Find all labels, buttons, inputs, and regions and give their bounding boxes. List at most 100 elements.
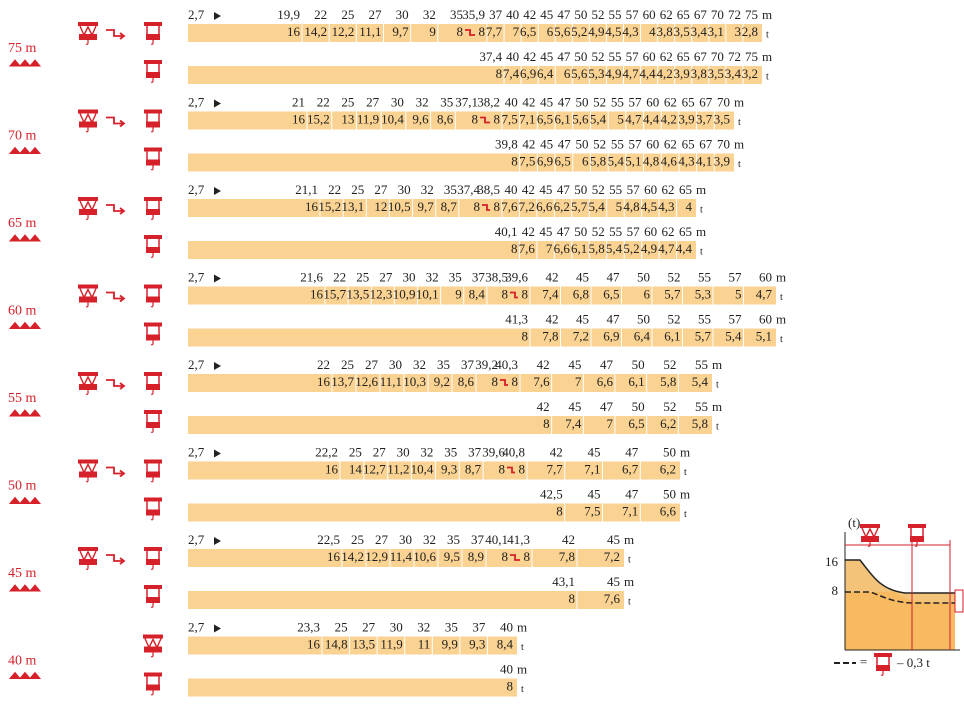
radius: 60 <box>643 49 656 64</box>
capacity: 3,4 <box>725 66 742 81</box>
capacity: 8 <box>511 241 518 256</box>
radius: 21,6 <box>300 269 323 284</box>
capacity: 8,4 <box>469 286 486 301</box>
radius: 27 <box>373 444 387 459</box>
inset-tick: 8 <box>832 583 839 598</box>
capacity: 5,4 <box>590 111 607 126</box>
capacity: 6,4 <box>634 328 651 343</box>
radius: 47 <box>558 94 572 109</box>
jib-mark <box>8 496 42 505</box>
trolley-icon <box>143 584 163 609</box>
capacity: 4,4 <box>639 66 656 81</box>
capacity: 7,4 <box>565 416 582 431</box>
capacity: 6 <box>564 66 571 81</box>
capacity: 10,9 <box>393 286 416 301</box>
radius: 42 <box>522 136 535 151</box>
inset-area-lower <box>845 592 955 650</box>
capacity: 5,8 <box>692 416 708 431</box>
radius: 60 <box>759 269 772 284</box>
radius: 50 <box>574 224 587 239</box>
capacity: 9,7 <box>392 24 409 39</box>
radius: 40,8 <box>502 444 525 459</box>
radius: 47 <box>607 311 621 326</box>
capacity: 3,9 <box>714 153 730 168</box>
capacity: 11,1 <box>359 24 381 39</box>
radius-unit: m <box>734 136 744 151</box>
capacity: 8,7 <box>465 461 482 476</box>
capacity-unit: t <box>716 421 719 432</box>
radius: 25 <box>351 182 364 197</box>
jib-mark <box>8 671 42 680</box>
radius: 50 <box>575 136 588 151</box>
capacity: 6,5 <box>555 153 571 168</box>
capacity: 6,6 <box>554 241 571 256</box>
radius: 50 <box>575 94 588 109</box>
radius: 52 <box>592 182 605 197</box>
radius: 32 <box>423 7 436 22</box>
radius-unit: m <box>517 661 527 676</box>
capacity: 4,1 <box>696 153 712 168</box>
capacity: 7,6 <box>519 241 536 256</box>
capacity: 16 <box>317 374 331 389</box>
radius: 32 <box>420 444 433 459</box>
capacity-bar <box>188 153 734 172</box>
capacity-bar <box>188 503 680 522</box>
radius-unit: m <box>762 49 772 64</box>
radius: 65 <box>677 49 690 64</box>
capacity: 4 <box>686 199 693 214</box>
min-radius: 2,7 <box>188 269 205 284</box>
jib-mark <box>8 321 42 330</box>
split-arrow <box>465 29 475 36</box>
radius: 37 <box>471 532 485 547</box>
change-arrow <box>106 291 126 303</box>
radius: 37 <box>489 7 503 22</box>
capacity: 10,6 <box>413 549 436 564</box>
radius: 45 <box>576 269 589 284</box>
radius: 41,3 <box>505 311 528 326</box>
capacity: 3,4 <box>691 24 708 39</box>
radius: 42 <box>546 269 559 284</box>
capacity-bar <box>188 678 517 697</box>
capacity: 8 <box>543 416 550 431</box>
capacity-unit: t <box>684 467 687 478</box>
capacity: 16 <box>307 636 321 651</box>
capacity: 5,3 <box>588 66 604 81</box>
radius: 25 <box>335 619 348 634</box>
capacity: 8 <box>496 66 503 81</box>
radius: 22,5 <box>317 532 340 547</box>
radius: 32 <box>423 532 436 547</box>
capacity: 6,1 <box>628 374 644 389</box>
capacity: 7,4 <box>542 286 559 301</box>
radius: 27 <box>379 269 393 284</box>
min-radius-arrow <box>214 12 221 20</box>
radius-unit: m <box>624 574 634 589</box>
radius: 47 <box>600 357 614 372</box>
radius: 50 <box>663 444 676 459</box>
radius: 52 <box>663 399 676 414</box>
capacity-bar <box>188 286 776 305</box>
radius: 50 <box>637 269 650 284</box>
radius: 35 <box>437 357 450 372</box>
min-radius: 2,7 <box>188 532 205 547</box>
capacity: 16 <box>287 24 301 39</box>
capacity: 4,3 <box>622 24 638 39</box>
radius: 70 <box>711 49 724 64</box>
capacity: 4,2 <box>656 66 672 81</box>
capacity: 6,1 <box>555 111 571 126</box>
capacity: 3,9 <box>678 111 694 126</box>
capacity: 5,4 <box>588 199 605 214</box>
radius: 37 <box>472 619 486 634</box>
trolley-icon <box>77 371 99 396</box>
capacity: 4,5 <box>605 24 621 39</box>
jib-length: 70 m <box>8 129 37 144</box>
trolley-icon <box>143 371 163 396</box>
capacity: 4,3 <box>658 199 674 214</box>
radius: 52 <box>668 311 681 326</box>
jib-section: 40 m 2,7 23,3 16 25 14,8 27 13,5 30 11,9 32 11 35 9,9… <box>8 619 527 697</box>
radius: 45 <box>588 486 601 501</box>
capacity: 11,4 <box>390 549 413 564</box>
jib-section: 45 m 2,7 22,5 16 25 14,2 27 12,9 30 11,4 32 10,6 35 9… <box>8 532 634 609</box>
min-radius: 2,7 <box>188 357 205 372</box>
change-arrow <box>106 379 126 390</box>
split-arrow <box>510 554 520 561</box>
